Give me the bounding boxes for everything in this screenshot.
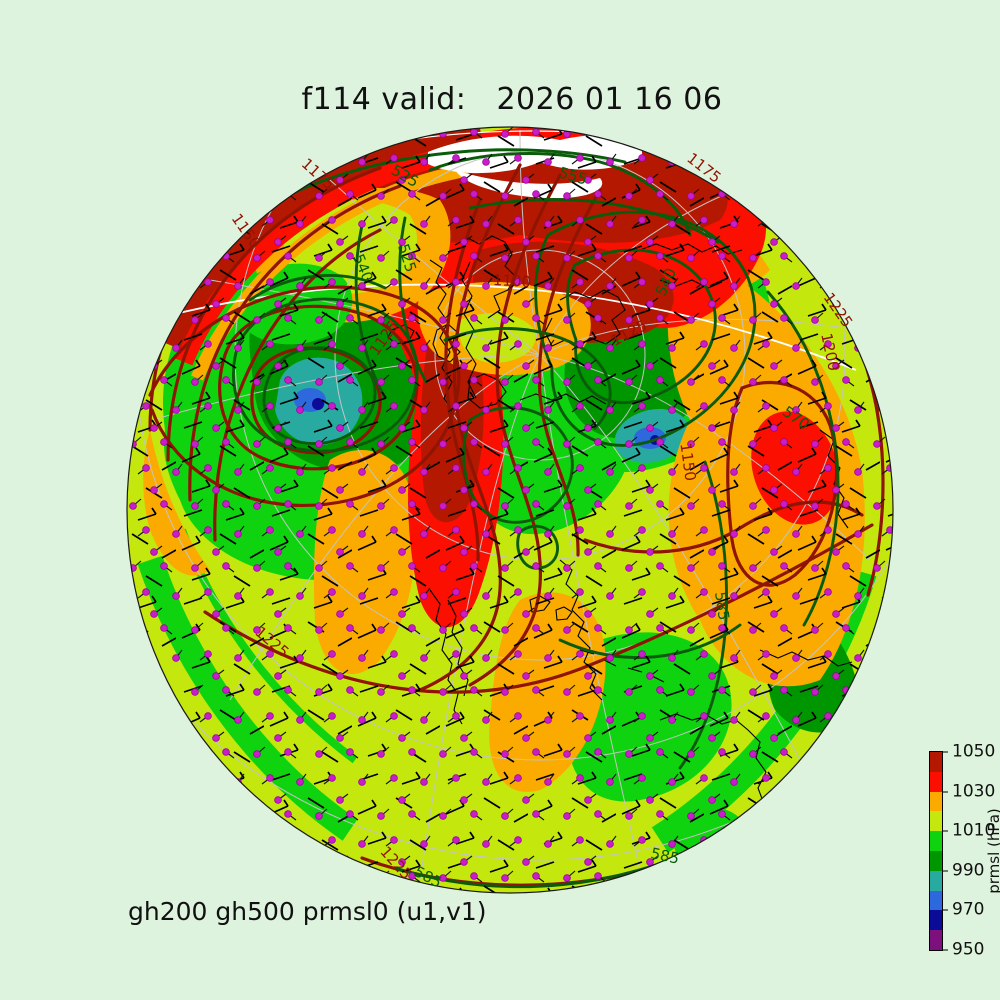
- colorbar-segment: [930, 890, 942, 911]
- colorbar-tick-label: 950: [952, 939, 985, 960]
- colorbar-segments: [930, 752, 942, 950]
- globe-clip-group: [127, 127, 893, 893]
- colorbar-tick-label: 1030: [952, 781, 996, 802]
- colorbar-tick-label: 970: [952, 899, 985, 920]
- colorbar-tick-mark: [942, 949, 948, 951]
- contour-label-gh200: 1100: [492, 271, 532, 291]
- plot-title: f114 valid: 2026 01 16 06: [301, 82, 723, 117]
- contour-label-gh500: 585: [711, 590, 733, 622]
- colorbar-segment: [930, 831, 942, 851]
- colorbar-segment: [930, 910, 942, 931]
- colorbar-axis-label: prmsl (hPa): [985, 808, 1000, 894]
- colorbar-segment: [930, 811, 942, 832]
- colorbar-tick-mark: [942, 791, 948, 793]
- colorbar-tick-label: 1050: [952, 741, 996, 762]
- colorbar-ticks: 1050 1030 1010 990 970 950: [930, 742, 995, 960]
- colorbar-tick-mark: [942, 830, 948, 832]
- colorbar-tick-label: 1010: [952, 820, 996, 841]
- colorbar-segment: [930, 850, 942, 871]
- variables-caption: gh200 gh500 prmsl0 (u1,v1): [128, 897, 487, 926]
- colorbar-segment: [930, 870, 942, 891]
- colorbar-tick-mark: [942, 870, 948, 872]
- colorbar-tick-mark: [942, 909, 948, 911]
- globe-limb: [126, 126, 894, 894]
- colorbar-segment: [930, 930, 942, 950]
- prmsl-colorbar: 1050 1030 1010 990 970 950: [929, 742, 995, 960]
- colorbar-tick-mark: [942, 751, 948, 753]
- colorbar-tick-label: 990: [952, 860, 985, 881]
- colorbar-segment: [930, 752, 942, 772]
- colorbar-segment: [930, 771, 942, 792]
- colorbar-segment: [930, 791, 942, 812]
- wind-dots-layer: [127, 127, 893, 893]
